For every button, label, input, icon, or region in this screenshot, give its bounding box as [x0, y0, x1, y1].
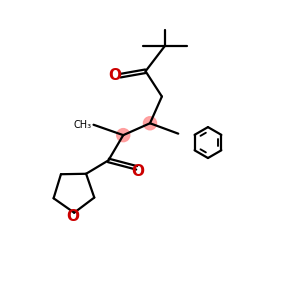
- Text: CH₃: CH₃: [74, 120, 92, 130]
- Text: O: O: [132, 164, 145, 179]
- Circle shape: [117, 129, 130, 142]
- Text: O: O: [66, 209, 79, 224]
- Circle shape: [143, 117, 157, 130]
- Text: O: O: [108, 68, 122, 83]
